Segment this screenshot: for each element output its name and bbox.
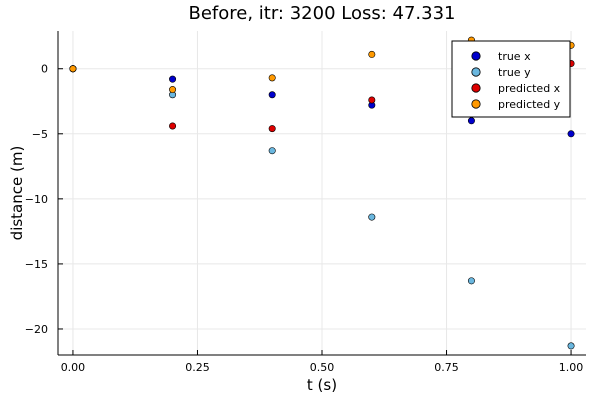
data-point [268,91,276,99]
x-tick-label: 0.75 [434,361,459,374]
x-tick-label: 0.25 [185,361,210,374]
legend-marker [471,51,481,61]
data-points [69,36,575,350]
data-point [467,117,475,125]
data-point [567,342,575,350]
data-point [268,74,276,82]
y-tick-label: −10 [25,193,48,206]
data-point [169,75,177,83]
legend: true x true y predicted x predicted y [451,40,571,118]
x-tick-label: 0.00 [61,361,86,374]
data-point [368,50,376,58]
data-point [268,125,276,133]
data-point [69,65,77,73]
legend-marker [471,83,481,93]
chart-title: Before, itr: 3200 Loss: 47.331 [188,3,455,24]
x-tick-label: 1.00 [559,361,584,374]
data-point [268,147,276,155]
legend-label: true x [498,50,531,63]
y-tick-label: −5 [32,128,48,141]
data-point [467,277,475,285]
legend-label: predicted y [498,98,561,111]
y-tick-label: 0 [41,63,48,76]
data-point [169,86,177,94]
axes: 0.00 0.25 0.50 0.75 1.00 −20 −15 −10 −5 0 [25,31,586,374]
legend-label: true y [498,66,531,79]
y-tick-label: −20 [25,323,48,336]
data-point [567,130,575,138]
legend-marker [471,67,481,77]
y-axis-title: distance (m) [8,146,26,241]
legend-label: predicted x [498,82,561,95]
data-point [368,213,376,221]
data-point [169,122,177,130]
y-tick-label: −15 [25,258,48,271]
x-axis-title: t (s) [307,376,337,394]
data-point [368,96,376,104]
legend-marker [471,99,481,109]
x-tick-label: 0.50 [310,361,335,374]
